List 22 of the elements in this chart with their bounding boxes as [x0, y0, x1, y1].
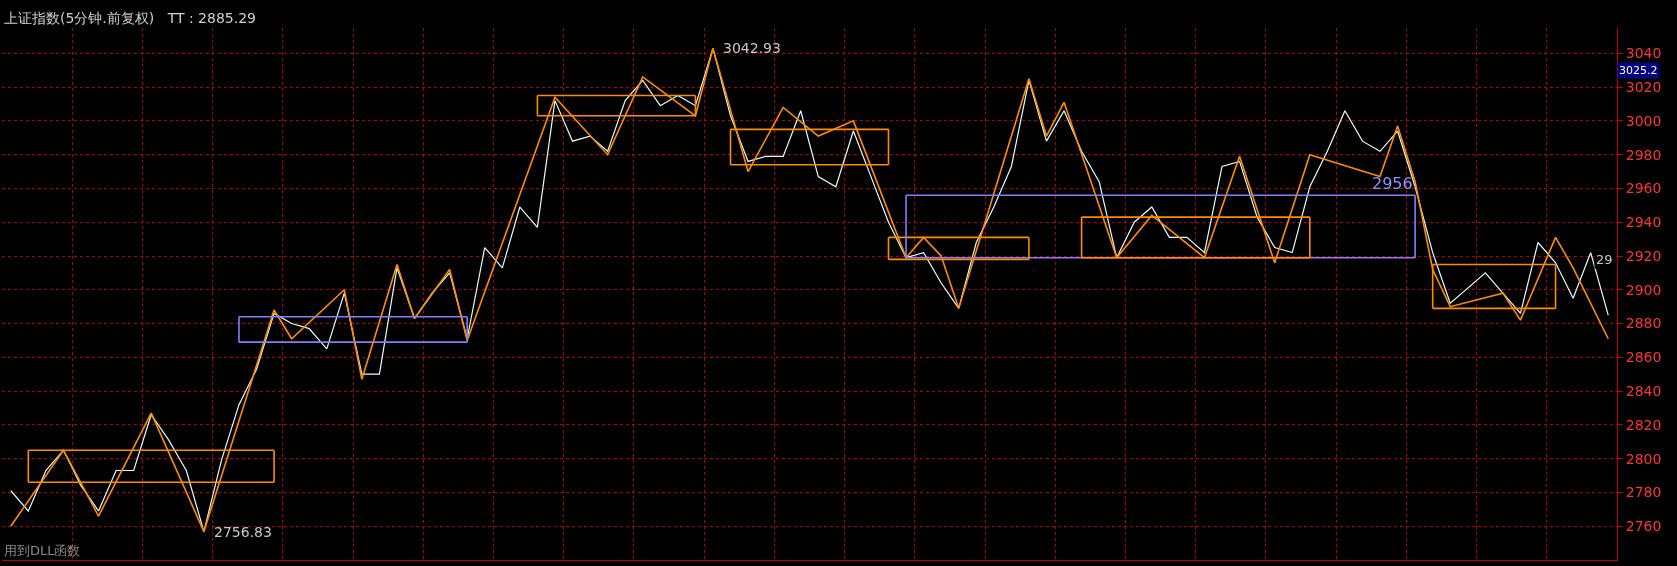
y-tick-label: 2840	[1625, 383, 1662, 400]
annotation: 2756.83	[214, 524, 272, 540]
y-tick-label: 2920	[1625, 247, 1662, 264]
text: 3025.2	[1619, 64, 1658, 77]
y-tick-label: 3020	[1625, 79, 1662, 96]
y-tick-label: 2780	[1625, 484, 1662, 501]
y-tick-label: 2940	[1625, 214, 1662, 231]
y-tick-label: 2980	[1625, 146, 1662, 163]
y-tick-label: 3040	[1625, 45, 1662, 62]
annotation: 2956	[1372, 174, 1413, 193]
y-tick-label: 2820	[1625, 416, 1662, 433]
y-tick-label: 3000	[1625, 112, 1662, 129]
y-tick-label: 2900	[1625, 281, 1662, 298]
annotation: 用到DLL函数	[4, 543, 81, 558]
y-tick-label: 2760	[1625, 518, 1662, 535]
annotation: 29	[1596, 252, 1613, 267]
y-tick-label: 2880	[1625, 315, 1662, 332]
annotation: 3042.93	[723, 40, 781, 56]
chart-title: 上证指数(5分钟.前复权) TT : 2885.29	[4, 10, 256, 26]
y-tick-label: 2960	[1625, 180, 1662, 197]
y-tick-label: 2860	[1625, 349, 1662, 366]
y-tick-label: 2800	[1625, 450, 1662, 467]
